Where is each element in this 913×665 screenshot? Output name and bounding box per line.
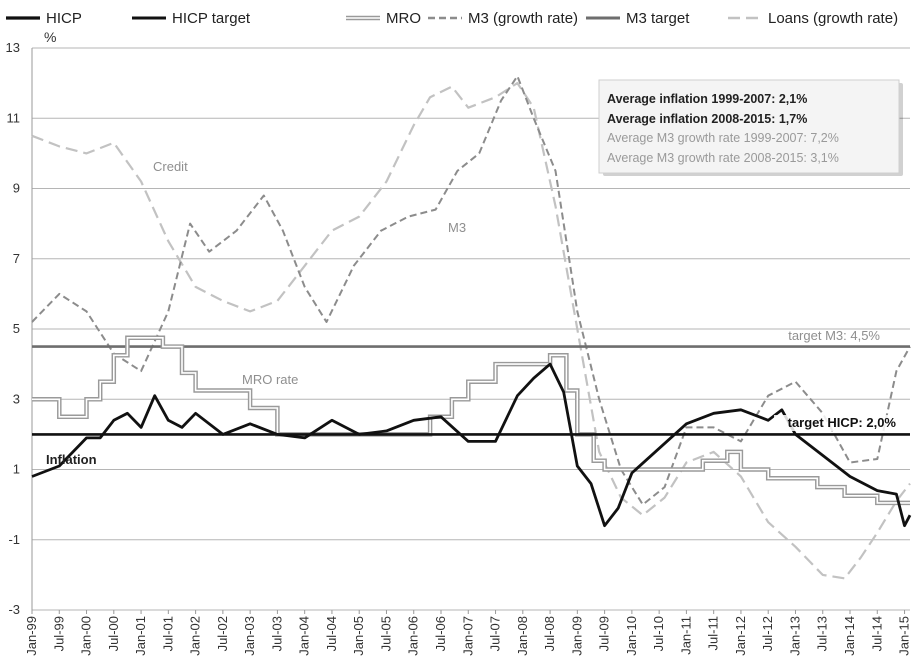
x-tick-label: Jul-07 (488, 616, 503, 651)
legend-label-m3-target: M3 target (626, 10, 690, 27)
annotation-target-m3-4-5: target M3: 4,5% (788, 328, 880, 343)
annotation-m3: M3 (448, 220, 466, 235)
x-tick-label: Jul-08 (542, 616, 557, 651)
series-lines (31, 75, 912, 580)
info-box-line: Average inflation 1999-2007: 2,1% (607, 92, 807, 106)
x-tick-label: Jul-03 (269, 616, 284, 651)
y-tick-label: 3 (13, 391, 20, 406)
x-tick-label: Jul-01 (160, 616, 175, 651)
legend-label-mro: MRO (386, 10, 421, 27)
annotation-credit: Credit (153, 159, 188, 174)
x-tick-label: Jan-09 (569, 616, 584, 656)
series-m3-growth-rate-line (31, 75, 911, 506)
x-tick-label: Jul-13 (815, 616, 830, 651)
y-tick-label: 1 (13, 462, 20, 477)
x-tick-label: Jul-10 (651, 616, 666, 651)
x-tick-label: Jan-08 (515, 616, 530, 656)
legend-label-hicp: HICP (46, 10, 82, 27)
series-loans-growth-rate-line (31, 82, 911, 580)
x-tick-label: Jan-05 (351, 616, 366, 656)
info-box-panel (598, 79, 900, 174)
x-tick-label: Jul-00 (106, 616, 121, 651)
x-tick-label: Jul-99 (51, 616, 66, 651)
x-tick-label: Jan-07 (460, 616, 475, 656)
series-hicp-line (31, 362, 912, 528)
x-tick-label: Jan-14 (842, 616, 857, 656)
annotations: Credit M3 MRO rate Inflation target M3: 4,5%… (46, 159, 898, 467)
annotation-bg (774, 415, 898, 431)
x-tick-label: Jul-12 (760, 616, 775, 651)
x-tick-label: Jan-00 (79, 616, 94, 656)
x-tick-label: Jan-99 (24, 616, 39, 656)
legend: HICP HICP target MRO M3 (growth rate) M3 tar… (6, 10, 898, 27)
x-axis-ticks: Jan-99 Jul-99 Jan-00 Jul-00 Jan-01 Jul-01 Jan-… (24, 610, 912, 656)
y-axis-label: % (44, 29, 56, 45)
y-tick-label: 13 (6, 40, 20, 55)
x-tick-label: Jul-06 (433, 616, 448, 651)
x-tick-label: Jan-02 (188, 616, 203, 656)
info-box-line: Average M3 growth rate 2008-2015: 3,1% (607, 151, 839, 165)
x-tick-label: Jul-09 (597, 616, 612, 651)
y-tick-label: -1 (8, 532, 20, 547)
x-tick-label: Jul-14 (869, 616, 884, 651)
legend-label-m3-growth-rate: M3 (growth rate) (468, 10, 578, 27)
y-tick-label: 11 (7, 110, 21, 125)
x-tick-label: Jul-05 (378, 616, 393, 651)
x-tick-label: Jul-11 (706, 616, 721, 650)
x-tick-label: Jan-10 (624, 616, 639, 656)
info-box: Average inflation 1999-2007: 2,1% Average… (598, 79, 903, 176)
x-tick-label: Jan-04 (297, 616, 312, 656)
x-tick-label: Jan-11 (678, 616, 693, 655)
x-tick-label: Jan-01 (133, 616, 148, 656)
x-tick-label: Jul-02 (215, 616, 230, 651)
x-tick-label: Jan-12 (733, 616, 748, 656)
annotation-target-hicp-2-0: target HICP: 2,0% (788, 415, 897, 430)
x-tick-label: Jul-04 (324, 616, 339, 651)
y-tick-label: 5 (13, 321, 20, 336)
info-box-line: Average inflation 2008-2015: 1,7% (607, 112, 807, 126)
info-box-line: Average M3 growth rate 1999-2007: 7,2% (607, 131, 839, 145)
x-tick-label: Jan-06 (406, 616, 421, 656)
x-tick-label: Jan-13 (787, 616, 802, 656)
x-tick-label: Jan-15 (897, 616, 912, 656)
annotation-mro-rate: MRO rate (242, 372, 298, 387)
y-tick-label: 7 (13, 251, 20, 266)
y-tick-label: -3 (8, 602, 20, 617)
x-tick-label: Jan-03 (242, 616, 257, 656)
y-tick-label: 9 (13, 181, 20, 196)
annotation-inflation: Inflation (46, 452, 97, 467)
series-mro-line-inner (32, 337, 910, 504)
legend-label-hicp-target: HICP target (172, 10, 251, 27)
legend-label-loans-growth-rate: Loans (growth rate) (768, 10, 898, 27)
